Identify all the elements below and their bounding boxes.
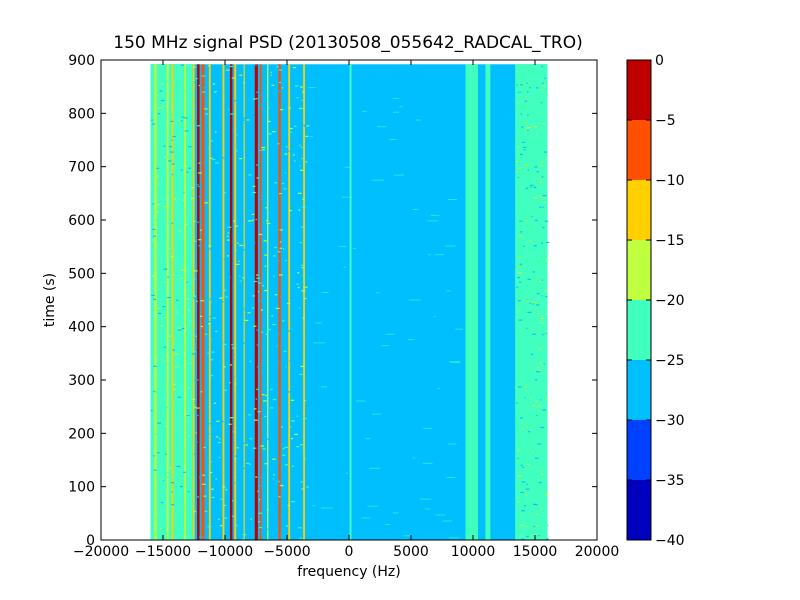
colorbar-tick-label: −30 [655,413,685,429]
spectral-line-13 [254,64,258,541]
x-tick-label: 20000 [575,544,620,560]
colorbar-tick-label: −10 [655,173,685,189]
spectral-line-8 [208,64,211,541]
spectral-line-5 [192,64,195,541]
chart-title: 150 MHz signal PSD (20130508_055642_RADC… [113,33,582,53]
spectral-line-10 [229,64,233,541]
y-tick-label: 800 [68,106,95,122]
spectral-line-3 [171,64,174,541]
spectral-line-7 [201,64,205,541]
x-tick-label: −20000 [73,544,129,560]
x-tick-label: −15000 [135,544,191,560]
y-tick-label: 700 [68,160,95,176]
spectral-line-21 [485,64,491,541]
y-tick-label: 0 [86,533,95,549]
colorbar-tick-label: −15 [655,233,685,249]
x-axis-label: frequency (Hz) [297,564,400,580]
colorbar-bin [627,480,651,540]
spectral-line-17 [288,64,291,541]
heatmap-region [150,64,548,541]
spectral-line-6 [197,64,200,541]
spectral-line-15 [267,64,269,541]
colorbar-tick-label: −20 [655,293,685,309]
heatmap-plot [150,64,550,541]
colorbar-tick-label: −25 [655,353,685,369]
colorbar-tick-label: −40 [655,533,685,549]
spectral-line-4 [184,64,186,541]
colorbar-bin [627,60,651,120]
colorbar-bin [627,360,651,420]
x-tick-label: 0 [345,544,354,560]
y-tick-label: 600 [68,213,95,229]
x-tick-label: 5000 [393,544,429,560]
colorbar-bin [627,300,651,360]
colorbar-bin [627,180,651,240]
colorbar: −40 −35 −30 −25 −20 −15 −10 −5 0 [626,53,685,549]
colorbar-bin [627,240,651,300]
y-tick-label: 100 [68,480,95,496]
x-tick-label: −10000 [197,544,253,560]
colorbar-tick-label: −5 [655,113,676,129]
colorbar-tick-label: 0 [655,53,664,69]
spectral-line-1 [154,64,157,541]
x-axis: −20000 −15000 −10000 −5000 0 5000 10000 15000 20… [73,60,619,560]
y-tick-label: 500 [68,266,95,282]
spectral-line-11 [234,64,237,541]
y-tick-label: 200 [68,426,95,442]
spectral-line-14 [259,64,262,541]
colorbar-bin [627,120,651,180]
y-axis: 0 100 200 300 400 500 600 700 800 900 [68,53,597,549]
x-tick-label: −5000 [263,544,310,560]
colorbar-bin [627,420,651,480]
spectral-line-18 [303,64,305,541]
y-tick-label: 300 [68,373,95,389]
colorbar-tick-label: −35 [655,473,685,489]
spectral-line-2 [166,64,169,541]
spectral-line-22 [515,64,548,541]
x-tick-label: 10000 [451,544,496,560]
spectral-line-20 [465,64,478,541]
y-axis-label: time (s) [42,273,58,327]
x-tick-label: 15000 [513,544,558,560]
spectral-line-12 [243,64,245,541]
y-tick-label: 400 [68,320,95,336]
spectral-line-19 [349,64,352,541]
y-tick-label: 900 [68,53,95,69]
spectral-line-16 [278,64,281,541]
